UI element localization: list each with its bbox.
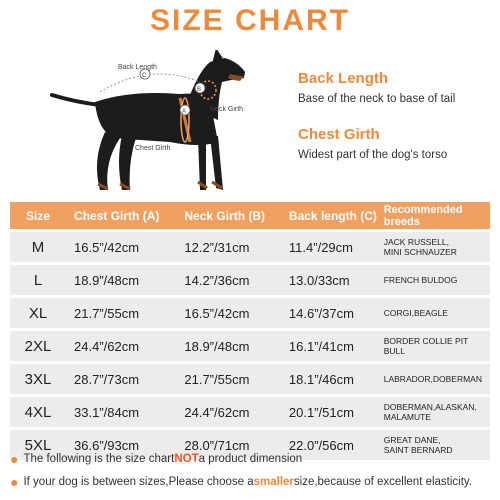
neck-cell: 14.2”/36cm [184, 272, 250, 288]
table-header: Size Chest Girth (A) Neck Girth (B) Back… [10, 202, 490, 229]
size-cell: L [33, 271, 43, 289]
chest-cell: 18.9”/48cm [74, 272, 140, 288]
size-cell: 3XL [24, 370, 52, 388]
chest-cell: 36.6”/93cm [74, 437, 140, 453]
chest-girth-desc: Widest part of the dog's torso [298, 149, 448, 161]
header-recommended-breeds: Recommended breeds [383, 203, 463, 228]
header-chest-girth: Chest Girth (A) [74, 208, 160, 223]
breed-line: BORDER COLLIE PIT BULL [383, 336, 469, 356]
chest-cell: 28.7”/73cm [74, 371, 140, 387]
back-length-title: Back Length [298, 70, 389, 87]
back-cell: 22.0”/56cm [288, 437, 354, 453]
breeds-cell: JACK RUSSELL, MINI SCHNAUZER [380, 237, 490, 257]
breed-line: MINI SCHNAUZER [383, 247, 457, 257]
back-length-desc: Base of the neck to base of tail [298, 93, 456, 105]
header-back-length: Back length (C) [288, 208, 377, 223]
back-cell: 11.4”/29cm [288, 239, 353, 255]
bullet-icon: ● [10, 474, 19, 490]
neck-cell: 16.5”/42cm [184, 305, 250, 321]
neck-cell: 12.2”/31cm [184, 239, 250, 255]
note2-text: If your dog is between sizes,Please choo… [23, 476, 254, 488]
breed-line: SAINT BERNARD [383, 445, 453, 455]
note-between-sizes: ● If your dog is between sizes,Please ch… [10, 474, 500, 490]
note1-text-end: a product dimension [198, 453, 303, 465]
chest-cell: 24.4”/62cm [74, 338, 140, 354]
size-cell: XL [28, 304, 48, 322]
chest-girth-title: Chest Girth [298, 126, 380, 143]
note2-text-end: size,because of excellent elasticity. [293, 476, 473, 488]
size-cell: 2XL [24, 337, 52, 355]
size-cell: 4XL [24, 403, 52, 421]
breed-line: LABRADOR,DOBERMAN [383, 374, 482, 384]
back-cell: 16.1”/41cm [288, 338, 354, 354]
chest-girth-legend: Chest Girth Widest part of the dog's tor… [298, 126, 447, 161]
back-cell: 18.1”/46cm [288, 371, 354, 387]
bullet-icon: ● [10, 451, 19, 467]
neck-cell: 18.9”/48cm [184, 338, 250, 354]
size-cell: 5XL [24, 436, 52, 454]
note-not-product-dimension: ● The following is the size chart NOT a … [10, 451, 500, 467]
table-row: 2XL 24.4”/62cm 18.9”/48cm 16.1”/41cm BOR… [10, 331, 490, 361]
back-cell: 13.0/33cm [288, 272, 350, 288]
breed-line: MALAMUTE [383, 412, 431, 422]
marker-c: C [142, 73, 147, 79]
back-length-diagram-label: Back Length [118, 64, 157, 71]
breed-line: JACK RUSSELL, [383, 237, 449, 247]
notes: ● The following is the size chart NOT a … [10, 451, 500, 497]
neck-cell: 24.4”/62cm [184, 404, 250, 420]
chest-cell: 16.5”/42cm [74, 239, 140, 255]
page-title: SIZE CHART [150, 4, 350, 37]
breeds-cell: FRENCH BULDOG [380, 275, 490, 285]
dog-diagram: Back Length C B A Neck Girth Chest Girth [40, 48, 300, 200]
breed-line: GREAT DANE, [383, 435, 441, 445]
neck-cell: 28.0”/71cm [184, 437, 250, 453]
header-size: Size [26, 208, 51, 223]
breeds-cell: GREAT DANE, SAINT BERNARD [380, 435, 490, 455]
note2-highlight: smaller [253, 476, 294, 488]
neck-girth-diagram-label: Neck Girth [210, 106, 244, 113]
header-neck-girth: Neck Girth (B) [184, 208, 266, 223]
chest-cell: 33.1”/84cm [74, 404, 140, 420]
note1-highlight: NOT [174, 453, 199, 465]
dog-illustration [50, 48, 245, 191]
breeds-cell: BORDER COLLIE PIT BULL [380, 336, 490, 356]
chest-cell: 21.7”/55cm [74, 305, 140, 321]
breeds-cell: DOBERMAN,ALASKAN, MALAMUTE [380, 402, 490, 422]
marker-a: A [182, 109, 187, 115]
table-row: XL 21.7”/55cm 16.5”/42cm 14.6”/37cm CORG… [10, 298, 490, 328]
back-length-legend: Back Length Base of the neck to base of … [298, 70, 455, 105]
breed-line: FRENCH BULDOG [383, 275, 458, 285]
table-row: 5XL 36.6”/93cm 28.0”/71cm 22.0”/56cm GRE… [10, 430, 490, 460]
table-row: 4XL 33.1”/84cm 24.4”/62cm 20.1”/51cm DOB… [10, 397, 490, 427]
size-table: Size Chest Girth (A) Neck Girth (B) Back… [10, 202, 490, 460]
neck-cell: 21.7”/55cm [184, 371, 250, 387]
chest-girth-diagram-label: Chest Girth [135, 145, 171, 152]
breeds-cell: CORGI,BEAGLE [380, 308, 490, 318]
back-cell: 14.6”/37cm [288, 305, 354, 321]
marker-b: B [197, 87, 202, 93]
breed-line: DOBERMAN,ALASKAN, [383, 402, 477, 412]
table-row: L 18.9”/48cm 14.2”/36cm 13.0/33cm FRENCH… [10, 265, 490, 295]
breed-line: CORGI,BEAGLE [383, 308, 448, 318]
table-row: M 16.5”/42cm 12.2”/31cm 11.4”/29cm JACK … [10, 232, 490, 262]
back-cell: 20.1”/51cm [288, 404, 354, 420]
table-row: 3XL 28.7”/73cm 21.7”/55cm 18.1”/46cm LAB… [10, 364, 490, 394]
breeds-cell: LABRADOR,DOBERMAN [380, 374, 490, 384]
size-cell: M [31, 238, 45, 256]
note1-text: The following is the size chart [23, 453, 175, 465]
